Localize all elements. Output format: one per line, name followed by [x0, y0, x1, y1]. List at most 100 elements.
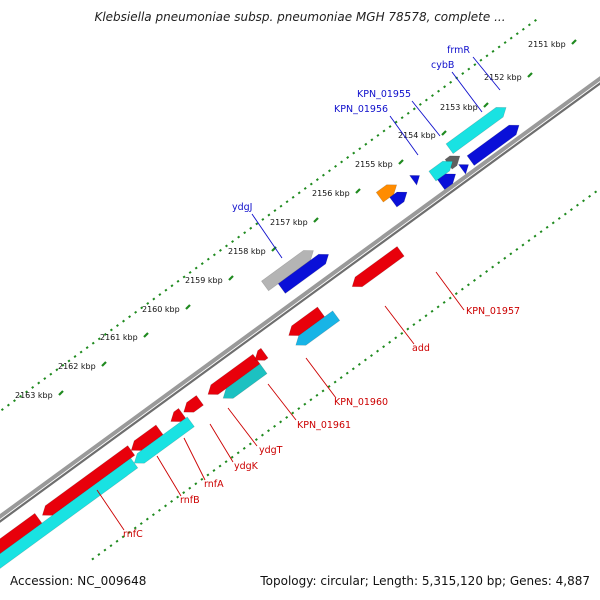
- minor-tick: [370, 138, 374, 142]
- minor-tick: [279, 420, 283, 424]
- minor-tick: [340, 160, 344, 164]
- gene-rnfA-arrow: [130, 424, 164, 451]
- minor-tick: [376, 133, 380, 137]
- minor-tick: [328, 169, 331, 173]
- minor-tick: [339, 376, 343, 380]
- minor-tick: [103, 332, 107, 336]
- minor-tick: [388, 340, 392, 344]
- minor-tick: [236, 451, 240, 455]
- gene-label-frmR: frmR: [447, 45, 470, 56]
- minor-tick: [594, 190, 598, 194]
- gene-rnfC-arrow: [133, 416, 195, 464]
- minor-tick: [121, 535, 125, 539]
- major-tick: [571, 39, 577, 45]
- minor-tick: [436, 305, 440, 309]
- major-tick: [355, 188, 361, 194]
- minor-tick: [273, 209, 277, 213]
- tick-label: 2160 kbp: [142, 305, 180, 314]
- leader-line: [183, 437, 206, 481]
- gene-KPN_01961-arrow: [222, 363, 268, 399]
- gene-ydgK-arrow: [170, 408, 187, 422]
- minor-tick: [569, 208, 573, 212]
- minor-tick: [491, 49, 495, 53]
- minor-tick: [85, 346, 89, 350]
- genome-backbone: [0, 76, 600, 523]
- genome-summary-text: Topology: circular; Length: 5,315,120 bp…: [260, 574, 590, 588]
- tick-label: 2151 kbp: [528, 40, 566, 49]
- minor-tick: [485, 54, 489, 58]
- gene-label-cybB: cybB: [431, 60, 454, 71]
- gene-label-KPN_01955: KPN_01955: [357, 89, 411, 100]
- gene-add-arrow: [295, 310, 341, 346]
- minor-tick: [533, 18, 537, 22]
- gene-label-ydgJ: ydgJ: [232, 202, 252, 213]
- tick-label: 2153 kbp: [440, 103, 478, 112]
- leader-line: [227, 407, 258, 447]
- minor-tick: [351, 367, 355, 371]
- major-tick: [101, 361, 107, 367]
- minor-tick: [437, 89, 440, 93]
- minor-tick: [127, 530, 131, 534]
- minor-tick: [254, 438, 258, 442]
- minor-tick: [394, 336, 398, 340]
- minor-tick: [345, 371, 349, 375]
- major-tick: [185, 304, 191, 310]
- minor-tick: [309, 182, 313, 186]
- gene-label-KPN_01957: KPN_01957: [466, 306, 520, 317]
- minor-tick: [157, 508, 161, 512]
- minor-tick: [19, 394, 23, 398]
- minor-tick: [6, 403, 10, 407]
- minor-tick: [170, 284, 174, 288]
- gene-ydgJ-arrow: [261, 250, 314, 292]
- minor-tick: [267, 429, 270, 433]
- minor-tick: [176, 495, 180, 499]
- minor-tick: [430, 94, 434, 98]
- minor-tick: [406, 111, 410, 115]
- minor-tick: [539, 230, 543, 234]
- minor-tick: [424, 98, 428, 102]
- leader-line: [472, 56, 501, 91]
- backbone-line: [0, 82, 600, 523]
- minor-tick: [563, 212, 567, 216]
- minor-tick: [509, 252, 513, 256]
- gene-label-KPN_01956: KPN_01956: [334, 104, 388, 115]
- gene-label-KPN_01960: KPN_01960: [334, 397, 388, 408]
- minor-tick: [418, 318, 422, 322]
- minor-tick: [303, 402, 307, 406]
- minor-tick: [515, 247, 519, 251]
- minor-tick: [527, 239, 531, 243]
- minor-tick: [109, 544, 113, 548]
- minor-tick: [31, 385, 35, 389]
- minor-tick: [249, 226, 253, 230]
- minor-tick: [230, 455, 234, 459]
- tick-labels: 2151 kbp 2152 kbp 2153 kbp 2154 kbp 2155 kbp…: [15, 39, 577, 400]
- minor-tick: [25, 390, 29, 394]
- gene-KPN_01960-arrow: [207, 353, 261, 395]
- tick-label: 2162 kbp: [58, 362, 96, 371]
- leader-line: [411, 100, 441, 137]
- minor-tick: [79, 350, 83, 354]
- gene-label-add: add: [412, 343, 430, 354]
- gene-label-KPN_01961: KPN_01961: [297, 420, 351, 431]
- gene-label-rnfA: rnfA: [204, 479, 224, 490]
- minor-tick: [449, 80, 453, 84]
- minor-tick: [206, 257, 210, 261]
- minor-tick: [491, 265, 495, 269]
- major-tick: [483, 102, 489, 108]
- minor-tick: [303, 187, 307, 190]
- gene-ydgT-arrow: [183, 395, 204, 413]
- minor-tick: [461, 72, 465, 75]
- minor-tick: [346, 156, 350, 159]
- minor-tick: [49, 372, 53, 376]
- minor-tick: [363, 358, 367, 362]
- minor-tick: [497, 261, 501, 265]
- minor-tick: [466, 283, 470, 287]
- gene-arrow: [0, 512, 43, 555]
- minor-tick: [358, 147, 362, 151]
- gene-arrow: [0, 457, 139, 569]
- gene-KPN_01956-arrow: [375, 184, 398, 203]
- gene-cybB-arrow: [444, 155, 461, 170]
- minor-tick: [527, 23, 531, 27]
- gene-label-rnfC: rnfC: [123, 529, 143, 540]
